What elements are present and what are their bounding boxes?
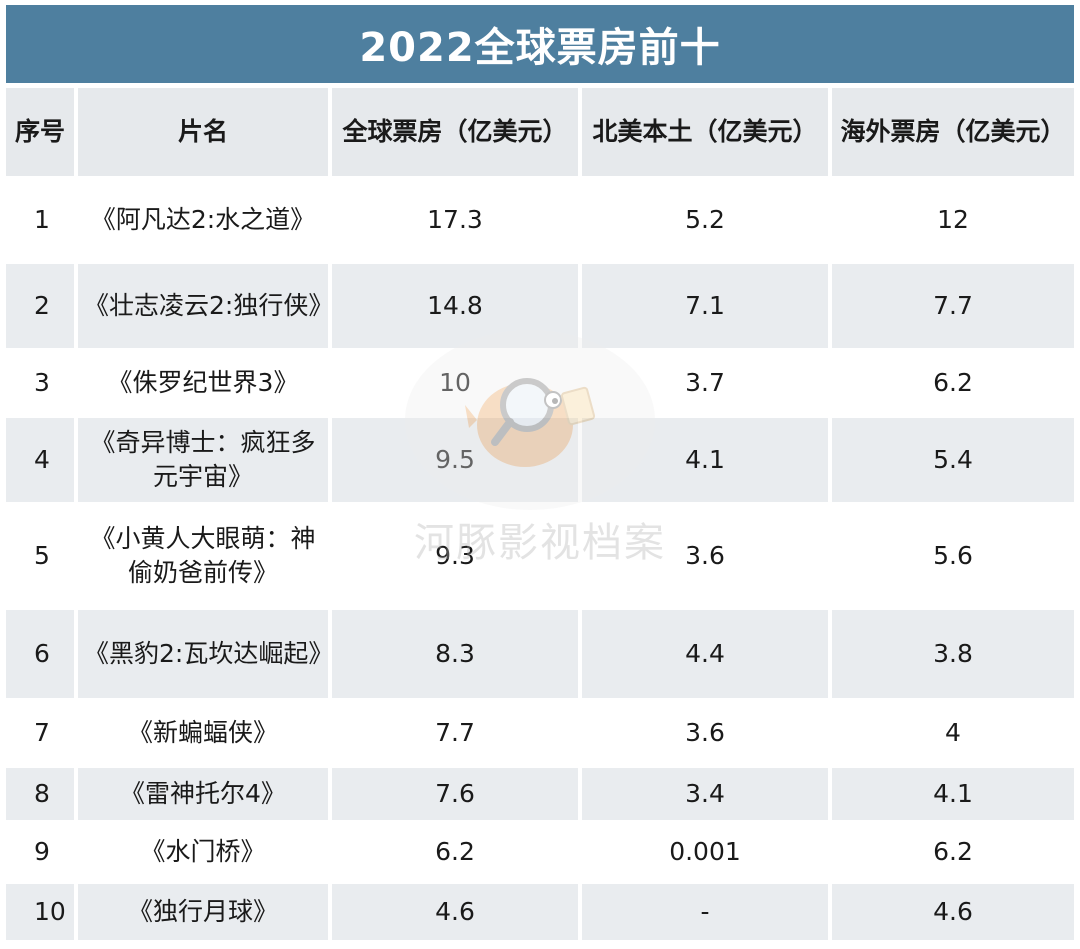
table-row: 10 《独行月球》 4.6-4.6 [6, 884, 1074, 944]
cell-north-america: 7.1 [582, 264, 832, 352]
cell-title: 《新蝙蝠侠》 [78, 702, 332, 768]
table-row: 2 《壮志凌云2:独行侠》 14.8 7.1 7.7 [6, 264, 1074, 352]
cell-global: 6.2 [332, 824, 582, 884]
table-title: 2022全球票房前十 [6, 5, 1074, 83]
cell-overseas: 7.7 [832, 264, 1074, 352]
cell-rank: 7 [6, 702, 78, 768]
cell-title: 《侏罗纪世界3》 [78, 352, 332, 418]
cell-rank: 4 [6, 418, 78, 506]
table-row: 8 《雷神托尔4》 7.6 3.4 4.1 [6, 768, 1074, 824]
cell-title: 《黑豹2:瓦坎达崛起》 [78, 610, 332, 702]
cell-north-america: 4.4 [582, 610, 832, 702]
cell-rank: 5 [6, 506, 78, 610]
cell-north-america: 3.4 [582, 768, 832, 824]
cell-rank: 2 [6, 264, 78, 352]
cell-overseas: 5.4 [832, 418, 1074, 506]
cell-north-america: 0.001 [582, 824, 832, 884]
cell-rank: 1 [6, 180, 78, 264]
cell-rank: 6 [6, 610, 78, 702]
cell-title: 《小黄人大眼萌：神偷奶爸前传》 [78, 506, 332, 610]
cell-global: 4.6 [332, 884, 582, 944]
table-row: 3 《侏罗纪世界3》 10 3.7 6.2 [6, 352, 1074, 418]
cell-north-america: 3.6 [582, 506, 832, 610]
cell-global: 14.8 [332, 264, 582, 352]
cell-global: 7.7 [332, 702, 582, 768]
cell-overseas: 12 [832, 180, 1074, 264]
table-body: 1 《阿凡达2:水之道》 17.3 5.2 12 2 《壮志凌云2:独行侠》 14.8 7.1 7… [6, 180, 1074, 944]
table-row: 6 《黑豹2:瓦坎达崛起》 8.3 4.4 3.8 [6, 610, 1074, 702]
cell-global: 10 [332, 352, 582, 418]
box-office-table: 序号 片名 全球票房（亿美元） 北美本土（亿美元） 海外票房（亿美元） 1 《阿凡… [6, 88, 1074, 944]
cell-title: 《雷神托尔4》 [78, 768, 332, 824]
cell-global: 17.3 [332, 180, 582, 264]
cell-global: 8.3 [332, 610, 582, 702]
cell-title: 《独行月球》 [78, 884, 332, 944]
table-row: 5 《小黄人大眼萌：神偷奶爸前传》 9.3 3.6 5.6 [6, 506, 1074, 610]
cell-overseas: 4 [832, 702, 1074, 768]
cell-overseas: 6.2 [832, 352, 1074, 418]
col-header-global: 全球票房（亿美元） [332, 88, 582, 180]
cell-title: 《奇异博士：疯狂多元宇宙》 [78, 418, 332, 506]
cell-rank: 3 [6, 352, 78, 418]
cell-overseas: 5.6 [832, 506, 1074, 610]
cell-overseas: 4.6 [832, 884, 1074, 944]
cell-title: 《壮志凌云2:独行侠》 [78, 264, 332, 352]
cell-north-america: 3.7 [582, 352, 832, 418]
table-row: 4 《奇异博士：疯狂多元宇宙》 9.5 4.1 5.4 [6, 418, 1074, 506]
cell-overseas: 6.2 [832, 824, 1074, 884]
cell-north-america: - [582, 884, 832, 944]
cell-global: 9.3 [332, 506, 582, 610]
cell-rank: 8 [6, 768, 78, 824]
cell-rank: 9 [6, 824, 78, 884]
cell-title: 《阿凡达2:水之道》 [78, 180, 332, 264]
cell-title: 《水门桥》 [78, 824, 332, 884]
cell-global: 9.5 [332, 418, 582, 506]
table-row: 1 《阿凡达2:水之道》 17.3 5.2 12 [6, 180, 1074, 264]
cell-north-america: 5.2 [582, 180, 832, 264]
table-row: 7 《新蝙蝠侠》 7.7 3.6 4 [6, 702, 1074, 768]
col-header-rank: 序号 [6, 88, 78, 180]
cell-rank: 10 [6, 884, 78, 944]
table-row: 9 《水门桥》 6.2 0.001 6.2 [6, 824, 1074, 884]
header-row: 序号 片名 全球票房（亿美元） 北美本土（亿美元） 海外票房（亿美元） [6, 88, 1074, 180]
cell-overseas: 3.8 [832, 610, 1074, 702]
cell-overseas: 4.1 [832, 768, 1074, 824]
col-header-overseas: 海外票房（亿美元） [832, 88, 1074, 180]
cell-north-america: 3.6 [582, 702, 832, 768]
col-header-title: 片名 [78, 88, 332, 180]
col-header-north-america: 北美本土（亿美元） [582, 88, 832, 180]
cell-global: 7.6 [332, 768, 582, 824]
cell-north-america: 4.1 [582, 418, 832, 506]
